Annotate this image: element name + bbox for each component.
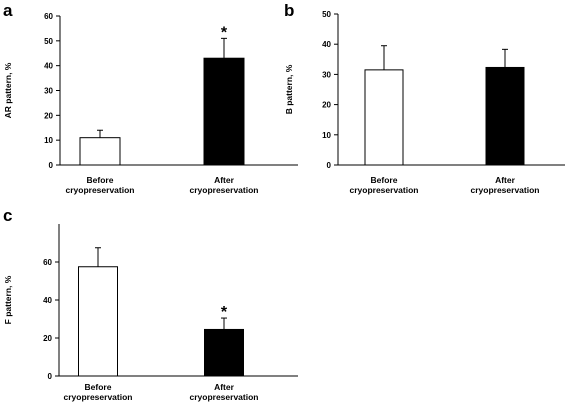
significance-marker: *: [221, 24, 228, 41]
category-label: cryopreservation: [471, 185, 540, 195]
bar: [204, 328, 244, 377]
y-tick-label: 20: [44, 111, 53, 120]
category-label: After: [495, 175, 516, 185]
y-tick-label: 0: [49, 161, 54, 170]
panel-letter: a: [3, 1, 13, 20]
panel-letter: b: [284, 1, 294, 20]
category-label: cryopreservation: [190, 392, 259, 402]
y-tick-label: 30: [322, 70, 331, 79]
category-label: cryopreservation: [190, 185, 259, 195]
significance-marker: *: [221, 304, 228, 321]
y-axis-label: F pattern, %: [3, 275, 13, 324]
y-tick-label: 10: [322, 131, 331, 140]
y-tick-label: 20: [322, 101, 331, 110]
category-label: cryopreservation: [64, 392, 133, 402]
bar: [78, 266, 118, 377]
y-axis-label: AR pattern, %: [3, 62, 13, 118]
category-label: cryopreservation: [350, 185, 419, 195]
y-tick-label: 50: [44, 37, 53, 46]
y-tick-label: 50: [322, 10, 331, 19]
y-tick-label: 10: [44, 136, 53, 145]
y-tick-label: 0: [327, 161, 332, 170]
y-tick-label: 60: [43, 258, 52, 267]
y-tick-label: 20: [43, 334, 52, 343]
bar: [79, 137, 121, 166]
y-tick-label: 40: [44, 62, 53, 71]
category-label: After: [214, 382, 235, 392]
panel-letter: c: [3, 206, 12, 225]
y-tick-label: 0: [48, 372, 53, 381]
y-tick-label: 40: [322, 40, 331, 49]
category-label: Before: [371, 175, 398, 185]
category-label: Before: [87, 175, 114, 185]
y-axis-label: B pattern, %: [284, 64, 294, 114]
y-tick-label: 60: [44, 12, 53, 21]
bar: [485, 66, 525, 166]
category-label: After: [214, 175, 235, 185]
category-label: cryopreservation: [66, 185, 135, 195]
category-label: Before: [85, 382, 112, 392]
y-tick-label: 30: [44, 87, 53, 96]
bar: [364, 69, 404, 166]
bar: [203, 57, 245, 166]
y-tick-label: 40: [43, 296, 52, 305]
